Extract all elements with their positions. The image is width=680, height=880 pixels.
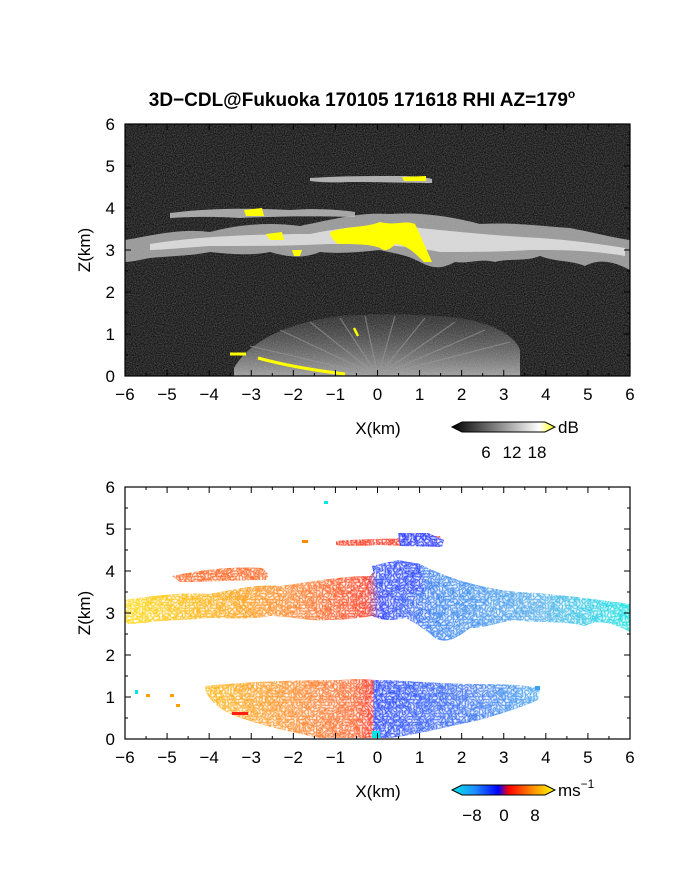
- velocity-xlabel: X(km): [355, 782, 400, 801]
- velocity-dot: [176, 704, 180, 707]
- upper-thin-layer-4.7km: [310, 176, 432, 183]
- reflectivity-x-tick-label: −5: [157, 385, 176, 404]
- velocity-y-tick-label: 5: [106, 520, 115, 539]
- velocity-x-tick-label: 0: [373, 748, 382, 767]
- velocity-x-tick-label: −3: [242, 748, 261, 767]
- near-ground-fan: [234, 314, 520, 376]
- yellow-patch: [292, 250, 302, 256]
- velocity-x-tick-label: −2: [284, 748, 303, 767]
- reflectivity-y-tick-label: 0: [106, 367, 115, 386]
- reflectivity-y-tick-label: 3: [106, 241, 115, 260]
- yellow-patch: [244, 208, 264, 216]
- reflectivity-colorbar: dB 6 12 18: [450, 418, 579, 462]
- velocity-x-tick-label: −4: [199, 748, 218, 767]
- velocity-dot: [302, 540, 308, 543]
- reflectivity-y-tick-label: 4: [106, 199, 115, 218]
- figure-title: 3D−CDL@Fukuoka 170105 171618 RHI AZ=179o: [149, 87, 576, 111]
- reflectivity-x-tick-label: 3: [499, 385, 508, 404]
- velocity-x-tick-label: 4: [541, 748, 550, 767]
- velocity-low-level-flow: [205, 679, 540, 738]
- velocity-colorbar-bar: [450, 784, 557, 796]
- reflectivity-y-tick-label: 6: [106, 115, 115, 134]
- velocity-y-tick-label: 0: [106, 730, 115, 749]
- velocity-y-tick-label: 2: [106, 646, 115, 665]
- velocity-colorbar-unit: ms−1: [558, 777, 595, 800]
- reflectivity-x-tick-label: 2: [457, 385, 466, 404]
- velocity-x-tick-label: 2: [457, 748, 466, 767]
- velocity-upper-layer-4km: [172, 567, 269, 582]
- fan-rays: [249, 315, 511, 376]
- velocity-y-tick-label: 3: [106, 604, 115, 623]
- reflectivity-x-tick-label: −3: [242, 385, 261, 404]
- reflectivity-y-tick-label: 2: [106, 283, 115, 302]
- yellow-patch: [266, 232, 284, 240]
- velocity-colorbar-tick: 8: [530, 806, 539, 825]
- reflectivity-colorbar-tick: 12: [503, 443, 522, 462]
- yellow-patch: [402, 176, 426, 181]
- velocity-colorbar: ms−1 −8 0 8: [450, 777, 595, 825]
- reflectivity-x-tick-label: 6: [625, 385, 634, 404]
- velocity-axes: −6 −5 −4 −3 −2 −1 0 1 2 3 4 5 6 0 1 2 3 4 5 6: [106, 478, 635, 767]
- velocity-colorbar-tick: 0: [499, 806, 508, 825]
- reflectivity-x-tick-label: 5: [583, 385, 592, 404]
- reflectivity-colorbar-tick: 18: [528, 443, 547, 462]
- reflectivity-y-tick-label: 5: [106, 157, 115, 176]
- reflectivity-y-tick-label: 1: [106, 325, 115, 344]
- velocity-panel: −6 −5 −4 −3 −2 −1 0 1 2 3 4 5 6 0 1 2 3 4 5 6 X(km) Z(km) m…: [75, 478, 635, 825]
- velocity-dot: [170, 694, 174, 697]
- velocity-dot: [135, 690, 138, 694]
- velocity-x-tick-label: 3: [499, 748, 508, 767]
- reflectivity-xlabel: X(km): [355, 419, 400, 438]
- velocity-scatter-dots: [135, 501, 540, 738]
- reflectivity-x-tick-label: −2: [284, 385, 303, 404]
- velocity-y-tick-label: 6: [106, 478, 115, 497]
- reflectivity-x-tick-label: −4: [199, 385, 218, 404]
- velocity-dot: [146, 694, 150, 697]
- velocity-blue-upper-mid: [372, 560, 424, 594]
- velocity-x-tick-label: −6: [115, 748, 134, 767]
- velocity-y-tick-label: 1: [106, 688, 115, 707]
- velocity-dot: [372, 731, 380, 738]
- reflectivity-colorbar-unit: dB: [558, 418, 579, 437]
- velocity-x-tick-label: −1: [326, 748, 345, 767]
- velocity-dot: [232, 712, 248, 715]
- velocity-x-tick-label: 5: [583, 748, 592, 767]
- velocity-x-tick-label: −5: [157, 748, 176, 767]
- velocity-ylabel: Z(km): [75, 591, 94, 635]
- reflectivity-x-tick-label: −6: [115, 385, 134, 404]
- reflectivity-x-tick-label: 0: [373, 385, 382, 404]
- velocity-x-tick-label: 6: [625, 748, 634, 767]
- velocity-blue-upper: [398, 533, 444, 547]
- reflectivity-colorbar-tick: 6: [481, 443, 490, 462]
- reflectivity-x-tick-label: −1: [326, 385, 345, 404]
- velocity-colorbar-tick: −8: [462, 806, 481, 825]
- velocity-dot: [324, 501, 328, 504]
- yellow-core-cloud: [330, 222, 432, 262]
- reflectivity-ylabel: Z(km): [75, 228, 94, 272]
- reflectivity-x-tick-label: 1: [415, 385, 424, 404]
- velocity-cloud-layer: [125, 562, 630, 641]
- yellow-patch: [352, 327, 360, 337]
- reflectivity-colorbar-bar: [450, 421, 557, 433]
- velocity-y-tick-label: 4: [106, 562, 115, 581]
- reflectivity-axes: −6 −5 −4 −3 −2 −1 0 1 2 3 4 5 6 0 1 2 3 4 5 6: [106, 115, 635, 404]
- reflectivity-x-tick-label: 4: [541, 385, 550, 404]
- velocity-x-tick-label: 1: [415, 748, 424, 767]
- yellow-ground-line: [230, 352, 346, 376]
- velocity-dot: [535, 686, 540, 690]
